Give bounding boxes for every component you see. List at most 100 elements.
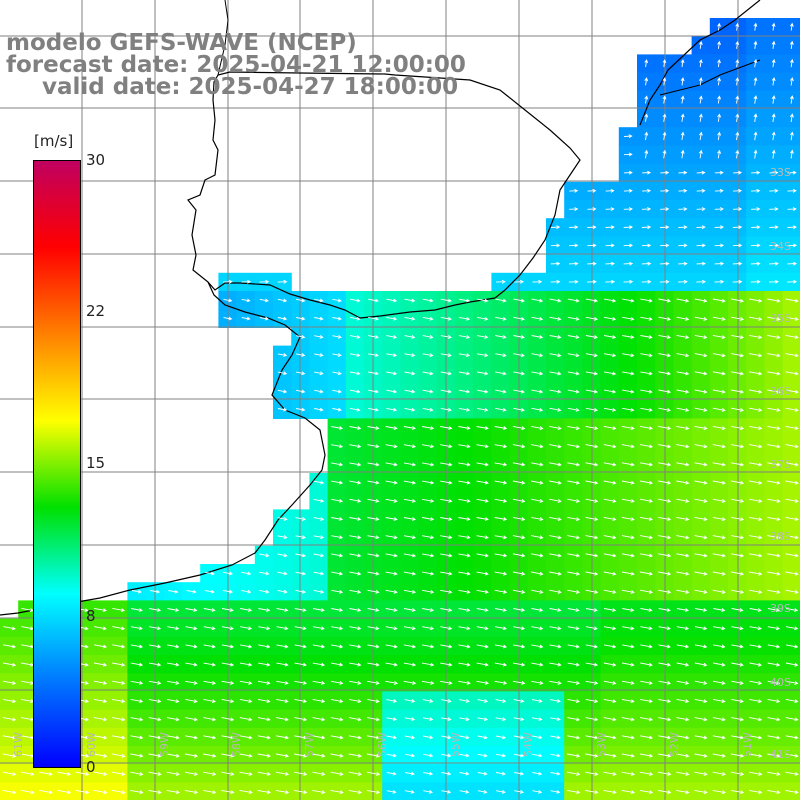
wind-arrow [603, 425, 617, 431]
lon-label: 53W [595, 732, 608, 757]
wind-arrow [694, 644, 708, 649]
wind-arrow [93, 735, 108, 740]
wind-arrow [257, 753, 271, 758]
wind-arrow [367, 735, 381, 740]
wind-arrow [477, 771, 488, 776]
lat-label: 36S [770, 385, 791, 398]
wind-arrow [422, 644, 435, 649]
wind-arrow [622, 371, 635, 376]
wind-arrow [477, 353, 489, 358]
wind-arrow [694, 316, 708, 321]
wind-arrow [531, 480, 544, 485]
lat-label: 34S [770, 240, 791, 253]
wind-arrow [167, 662, 180, 667]
wind-arrow [531, 699, 543, 703]
wind-arrow [658, 571, 672, 576]
wind-arrow [694, 553, 708, 558]
wind-arrow [331, 517, 344, 521]
wind-arrow [241, 316, 251, 321]
wind-arrow [512, 553, 526, 558]
wind-arrow [422, 353, 434, 358]
wind-arrow [640, 298, 653, 303]
wind-arrow [603, 516, 617, 522]
wind-arrow [349, 571, 362, 576]
wind-arrow [712, 407, 726, 412]
wind-arrow [749, 353, 763, 358]
wind-arrow [476, 589, 489, 594]
wind-arrow [131, 589, 142, 594]
wind-arrow [532, 717, 543, 722]
wind-arrow [367, 517, 380, 521]
wind-arrow [749, 334, 763, 340]
wind-arrow [567, 425, 581, 431]
wind-arrow [641, 243, 652, 248]
wind-arrow [186, 589, 197, 594]
wind-arrow [513, 626, 526, 631]
wind-arrow [332, 389, 342, 394]
wind-arrow [621, 480, 635, 485]
wind-arrow [641, 279, 652, 284]
wind-arrow [403, 662, 417, 667]
wind-arrow [750, 243, 761, 248]
wind-arrow [694, 444, 708, 449]
wind-arrow [753, 40, 758, 49]
wind-arrow [587, 207, 597, 211]
valid-date: valid date: 2025-04-27 18:00:00 [42, 74, 459, 100]
wind-arrow [658, 789, 672, 795]
wind-arrow [350, 335, 361, 339]
wind-arrow [276, 717, 289, 722]
wind-arrow [276, 644, 289, 649]
wind-arrow [753, 22, 758, 31]
wind-arrow [640, 407, 653, 412]
wind-arrow [130, 717, 144, 722]
wind-arrow [441, 735, 452, 740]
wind-arrow [531, 608, 544, 612]
wind-arrow [259, 589, 270, 594]
wind-arrow [549, 589, 562, 594]
wind-arrow [258, 662, 271, 667]
wind-arrow [549, 425, 562, 431]
wind-arrow [694, 334, 708, 340]
wind-arrow [294, 789, 308, 795]
wind-arrow [567, 298, 580, 303]
wind-arrow [680, 95, 685, 104]
wind-arrow [749, 535, 763, 540]
wind-arrow [531, 335, 544, 339]
wind-arrow [112, 680, 126, 685]
wind-arrow [403, 426, 417, 430]
wind-arrow [694, 753, 708, 758]
lon-label: 58W [230, 732, 243, 757]
wind-arrow [513, 644, 526, 649]
wind-arrow [549, 498, 562, 503]
wind-arrow [680, 149, 685, 159]
wind-arrow [730, 498, 745, 503]
wind-arrow [787, 261, 798, 266]
wind-arrow [403, 444, 417, 449]
wind-arrow [785, 771, 799, 776]
wind-arrow [785, 717, 799, 722]
wind-arrow [640, 425, 654, 431]
wind-arrow [277, 298, 288, 303]
wind-arrow [585, 498, 599, 503]
wind-arrow [422, 498, 435, 503]
lon-label: 61W [12, 732, 25, 757]
wind-arrow [513, 316, 525, 321]
wind-arrow [386, 735, 397, 740]
wind-arrow [713, 662, 726, 667]
wind-arrow [349, 553, 362, 558]
wind-arrow [662, 131, 667, 141]
wind-arrow [749, 662, 763, 667]
wind-arrow [458, 571, 471, 576]
wind-arrow [257, 771, 271, 776]
wind-arrow [769, 243, 779, 248]
wind-arrow [640, 608, 653, 612]
wind-arrow [476, 426, 489, 430]
wind-arrow [239, 753, 253, 758]
wind-arrow [549, 298, 562, 303]
wind-arrow [93, 753, 108, 758]
wind-arrow [404, 316, 416, 321]
wind-arrow [749, 626, 762, 631]
wind-arrow [367, 426, 380, 430]
wind-arrow [441, 789, 452, 794]
